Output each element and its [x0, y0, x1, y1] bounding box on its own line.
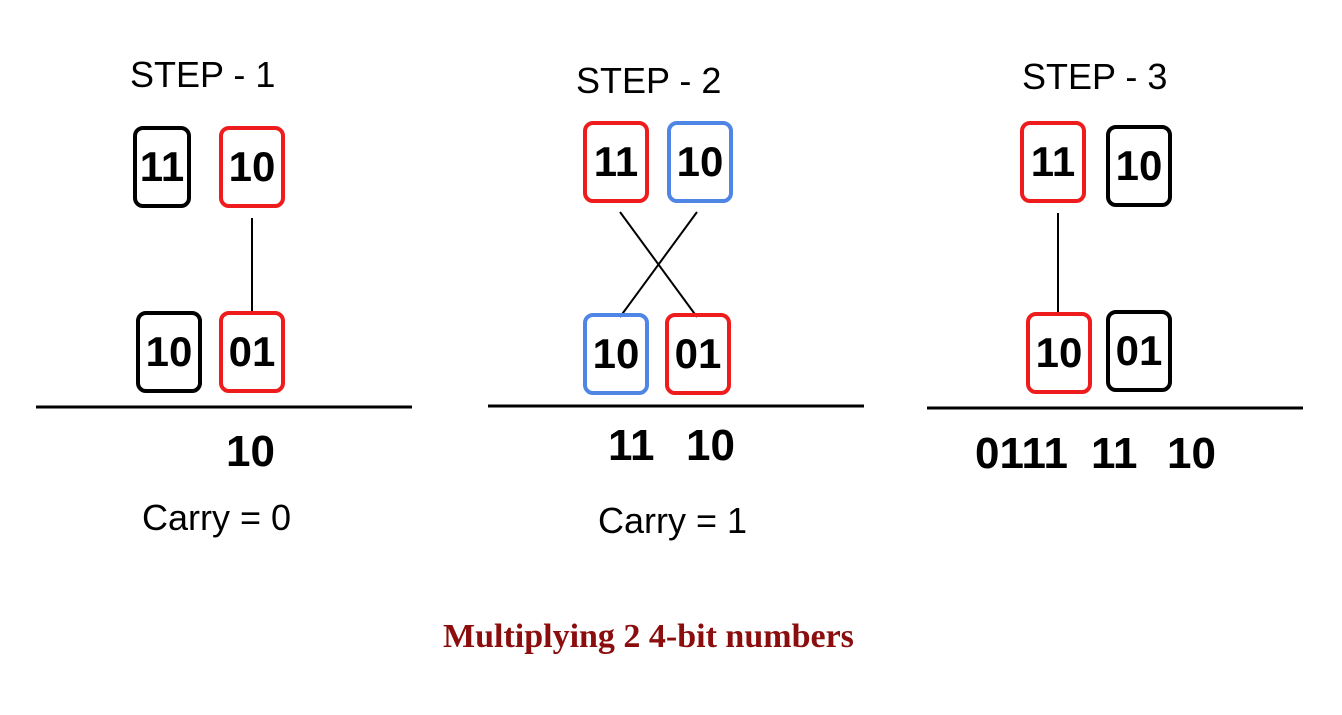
step2-bottom-left-box: 10: [583, 313, 649, 395]
step3-result-part-3: 10: [1167, 429, 1216, 478]
step3-top-left-box: 11: [1020, 121, 1086, 203]
step1-bottom-left-box: 10: [136, 311, 202, 393]
step1-result: 10: [226, 427, 275, 476]
step3-title: STEP - 3: [1022, 56, 1168, 97]
step3-result-part-2: 11: [1091, 429, 1138, 478]
step2-result-part-1: 11: [608, 421, 655, 470]
step2-bottom-right-box: 01: [665, 313, 731, 395]
step1-top-right-box: 10: [219, 126, 285, 208]
step2-top-left-box: 11: [583, 121, 649, 203]
step2-top-right-box: 10: [667, 121, 733, 203]
figure-caption: Multiplying 2 4-bit numbers: [443, 618, 854, 655]
step3-result-part-1: 0111: [975, 429, 1069, 478]
step2-title: STEP - 2: [576, 60, 722, 101]
step2-carry: Carry = 1: [598, 500, 748, 541]
step3-bottom-left-box: 10: [1026, 312, 1092, 394]
step1-title: STEP - 1: [130, 54, 276, 95]
step3-bottom-right-box: 01: [1106, 310, 1172, 392]
step1-carry: Carry = 0: [142, 497, 292, 538]
step1-bottom-right-box: 01: [219, 311, 285, 393]
step2-result-part-2: 10: [686, 421, 735, 470]
step2-connector-b: [619, 211, 698, 318]
step3-top-right-box: 10: [1106, 125, 1172, 207]
step1-top-left-box: 11: [133, 126, 191, 208]
